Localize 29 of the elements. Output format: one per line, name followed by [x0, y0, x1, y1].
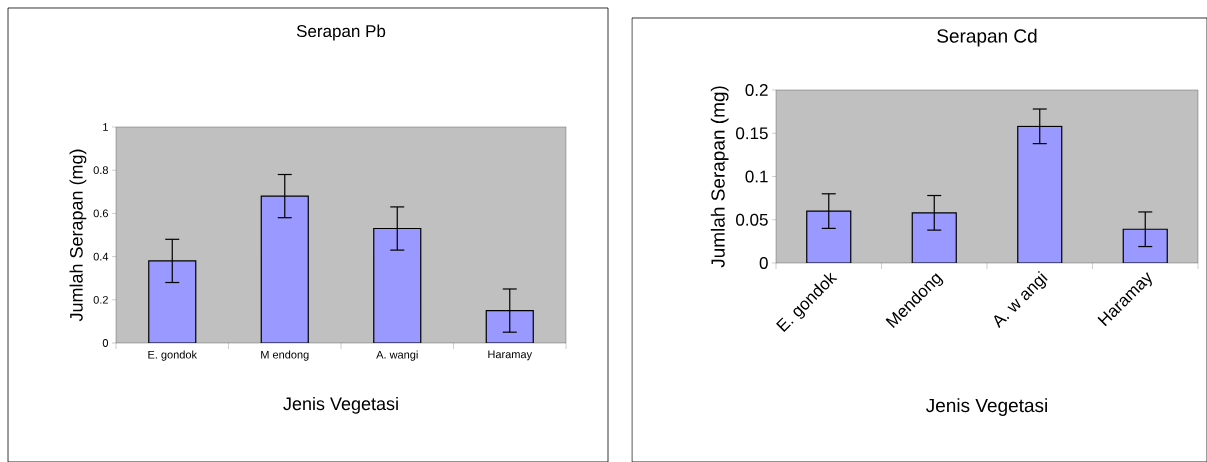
x-axis-title: Jenis Vegetasi	[283, 396, 398, 414]
y-axis-title: Jumlah Serapan (mg)	[69, 149, 87, 322]
y-tick-label: 0.2	[745, 83, 768, 97]
y-tick-label: 0.8	[93, 166, 108, 175]
y-axis-title: Jumlah Serapan (mg)	[710, 86, 729, 268]
y-tick-label: 0.2	[93, 295, 108, 304]
y-tick-label: 0.4	[93, 252, 109, 261]
y-tick-label: 0.05	[736, 213, 768, 226]
bar	[806, 210, 852, 263]
bar	[1122, 228, 1168, 263]
chart-title: Serapan Pb	[296, 24, 386, 41]
y-tick-label: 1	[103, 123, 108, 131]
y-tick-label: 0.6	[93, 209, 108, 218]
chart-title: Serapan Cd	[937, 28, 1037, 47]
x-tick-label: E. gondok	[148, 350, 198, 361]
bar	[485, 309, 534, 343]
y-tick-label: 0.15	[736, 127, 768, 140]
x-tick-label: M endong	[261, 350, 309, 361]
bar	[911, 212, 957, 263]
x-tick-label: Haramay	[488, 350, 533, 361]
y-tick-label: 0	[102, 339, 109, 347]
bar	[1017, 125, 1063, 263]
x-tick-label: A. wangi	[376, 350, 418, 361]
y-tick-label: 0.1	[745, 170, 768, 183]
y-tick-label: 0	[759, 256, 768, 270]
bar	[260, 195, 309, 343]
bar	[373, 227, 422, 343]
bar	[148, 260, 197, 343]
x-axis-title: Jenis Vegetasi	[926, 398, 1047, 416]
